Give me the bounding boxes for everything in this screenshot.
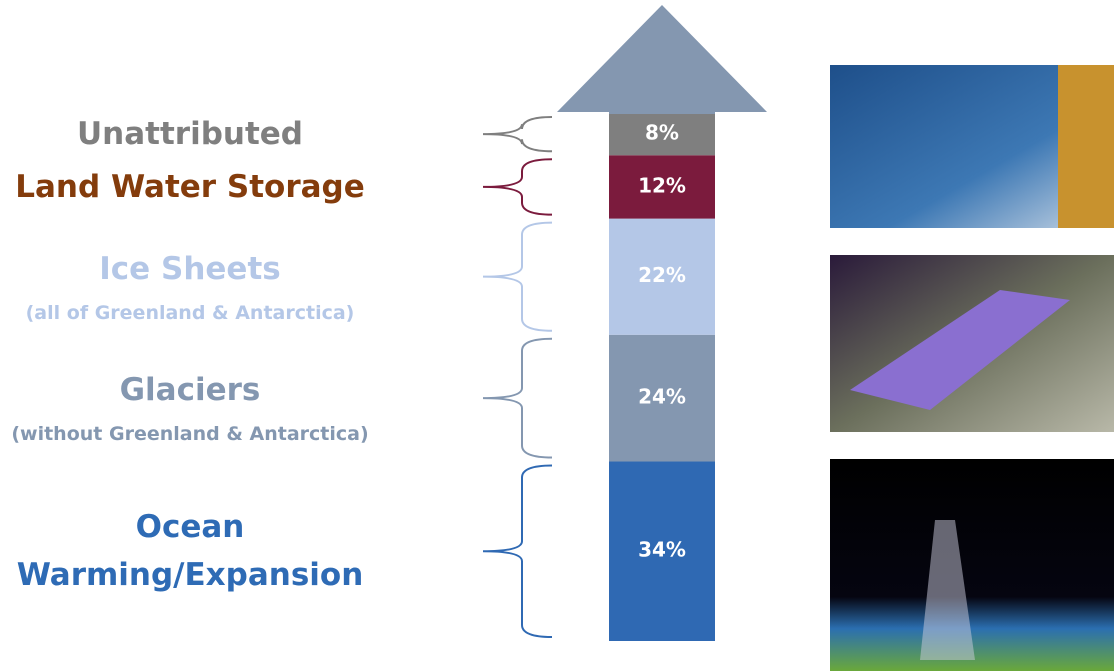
value-label: 8% bbox=[645, 121, 679, 145]
category-label: Unattributed bbox=[76, 116, 303, 153]
satellite-panel bbox=[850, 290, 1070, 410]
category-label: Ocean Warming/Expansion bbox=[16, 509, 364, 594]
brace bbox=[482, 221, 553, 332]
value-label: 12% bbox=[638, 173, 686, 197]
brace bbox=[482, 116, 553, 153]
bar-segment bbox=[609, 113, 715, 156]
bar-segment bbox=[609, 218, 715, 335]
category-label: Glaciers bbox=[119, 372, 261, 409]
brace bbox=[482, 337, 553, 459]
category-label: Ice Sheets bbox=[99, 250, 281, 287]
value-label: 34% bbox=[638, 538, 686, 562]
bar-segment bbox=[609, 334, 715, 462]
photo-ship bbox=[1058, 65, 1114, 228]
value-label: 24% bbox=[638, 385, 686, 409]
arrow-head bbox=[557, 5, 767, 112]
photo-altimetry-satellite bbox=[830, 459, 1114, 671]
category-sublabel: (without Greenland & Antarctica) bbox=[11, 423, 369, 446]
category-label: Land Water Storage bbox=[15, 168, 365, 205]
category-sublabel: (all of Greenland & Antarctica) bbox=[25, 301, 355, 324]
value-label: 22% bbox=[638, 263, 686, 287]
brace bbox=[482, 158, 553, 216]
satellite-beam bbox=[920, 520, 975, 660]
bar-segment bbox=[609, 461, 715, 641]
brace bbox=[482, 464, 553, 638]
bar-segment bbox=[609, 155, 715, 219]
arrow-shaft bbox=[609, 111, 715, 114]
